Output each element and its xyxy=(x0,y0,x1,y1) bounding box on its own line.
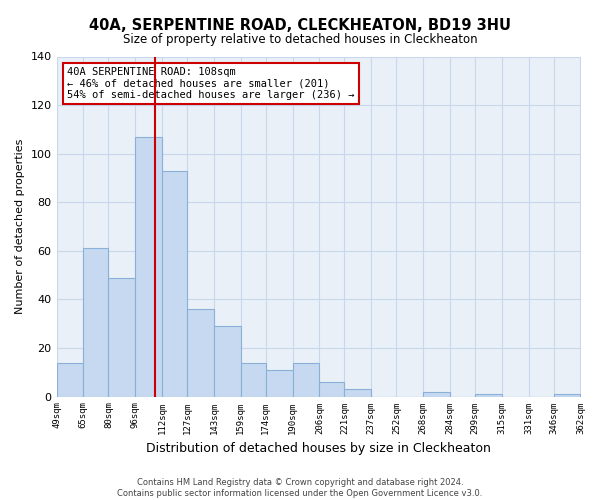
Bar xyxy=(344,390,371,396)
Bar xyxy=(266,370,293,396)
Bar xyxy=(109,278,135,396)
Bar xyxy=(214,326,241,396)
Bar xyxy=(162,170,187,396)
Bar xyxy=(319,382,344,396)
Bar xyxy=(241,362,266,396)
Bar xyxy=(554,394,580,396)
Bar xyxy=(293,362,319,396)
Bar xyxy=(135,136,162,396)
Text: 40A, SERPENTINE ROAD, CLECKHEATON, BD19 3HU: 40A, SERPENTINE ROAD, CLECKHEATON, BD19 … xyxy=(89,18,511,32)
Text: Contains HM Land Registry data © Crown copyright and database right 2024.
Contai: Contains HM Land Registry data © Crown c… xyxy=(118,478,482,498)
Text: 40A SERPENTINE ROAD: 108sqm
← 46% of detached houses are smaller (201)
54% of se: 40A SERPENTINE ROAD: 108sqm ← 46% of det… xyxy=(67,66,355,100)
Bar xyxy=(423,392,450,396)
Bar xyxy=(475,394,502,396)
Bar xyxy=(83,248,109,396)
Bar xyxy=(187,309,214,396)
Y-axis label: Number of detached properties: Number of detached properties xyxy=(15,139,25,314)
Bar xyxy=(56,362,83,396)
X-axis label: Distribution of detached houses by size in Cleckheaton: Distribution of detached houses by size … xyxy=(146,442,491,455)
Text: Size of property relative to detached houses in Cleckheaton: Size of property relative to detached ho… xyxy=(122,32,478,46)
